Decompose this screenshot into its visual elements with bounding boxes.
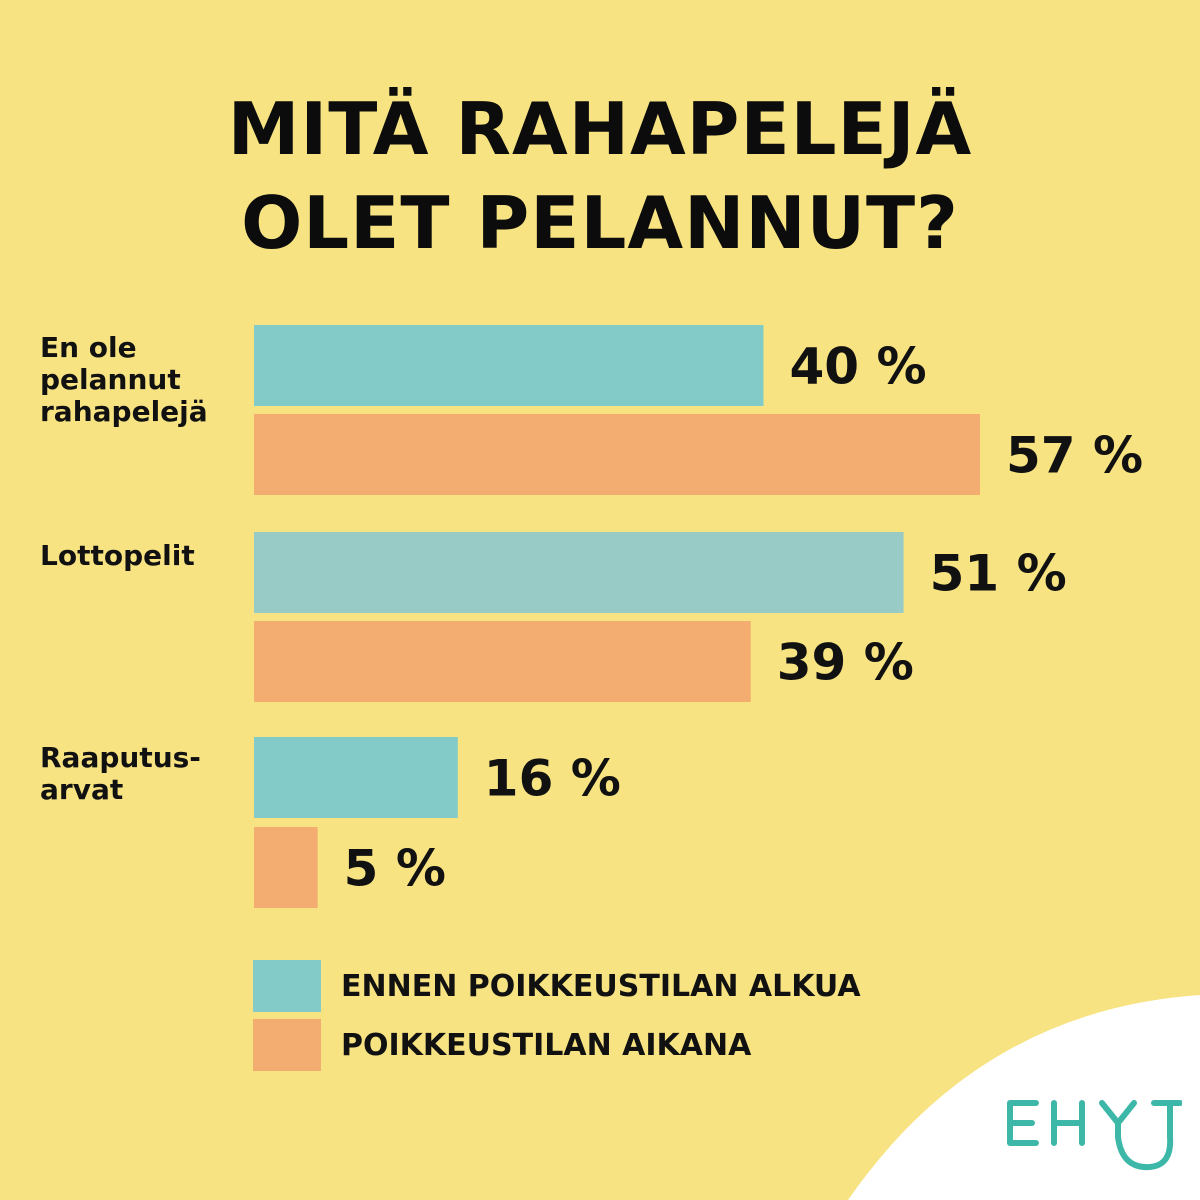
ehyt-logo xyxy=(1007,1100,1182,1171)
value-label-lottery-before: 51 % xyxy=(930,545,1067,603)
title-line-2: OLET PELANNUT? xyxy=(241,181,959,265)
legend-swatch-during xyxy=(253,1019,321,1071)
category-label-lottery: Lottopelit xyxy=(40,539,195,572)
legend-swatch-before xyxy=(253,960,321,1012)
bar-scratch-cards-during xyxy=(254,827,318,908)
bar-lottery-during xyxy=(254,621,751,702)
value-label-lottery-during: 39 % xyxy=(777,634,914,692)
bar-lottery-before xyxy=(254,532,904,613)
category-label-no-gambling: En ole pelannut rahapelejä xyxy=(40,331,208,428)
chart-title: MITÄ RAHAPELEJÄ OLET PELANNUT? xyxy=(0,82,1200,270)
value-label-no-gambling-during: 57 % xyxy=(1006,427,1143,485)
bar-scratch-cards-before xyxy=(254,737,458,818)
legend-item-before: ENNEN POIKKEUSTILAN ALKUA xyxy=(253,960,861,1012)
legend-item-during: POIKKEUSTILAN AIKANA xyxy=(253,1019,751,1071)
value-label-scratch-cards-before: 16 % xyxy=(484,750,621,808)
title-line-1: MITÄ RAHAPELEJÄ xyxy=(227,87,973,171)
bar-no-gambling-before xyxy=(254,325,764,406)
bar-no-gambling-during xyxy=(254,414,980,495)
category-label-scratch-cards: Raaputus- arvat xyxy=(40,741,201,806)
legend-label-during: POIKKEUSTILAN AIKANA xyxy=(341,1027,752,1063)
value-label-no-gambling-before: 40 % xyxy=(789,338,926,396)
legend-label-before: ENNEN POIKKEUSTILAN ALKUA xyxy=(341,968,861,1004)
value-label-scratch-cards-during: 5 % xyxy=(344,840,446,898)
